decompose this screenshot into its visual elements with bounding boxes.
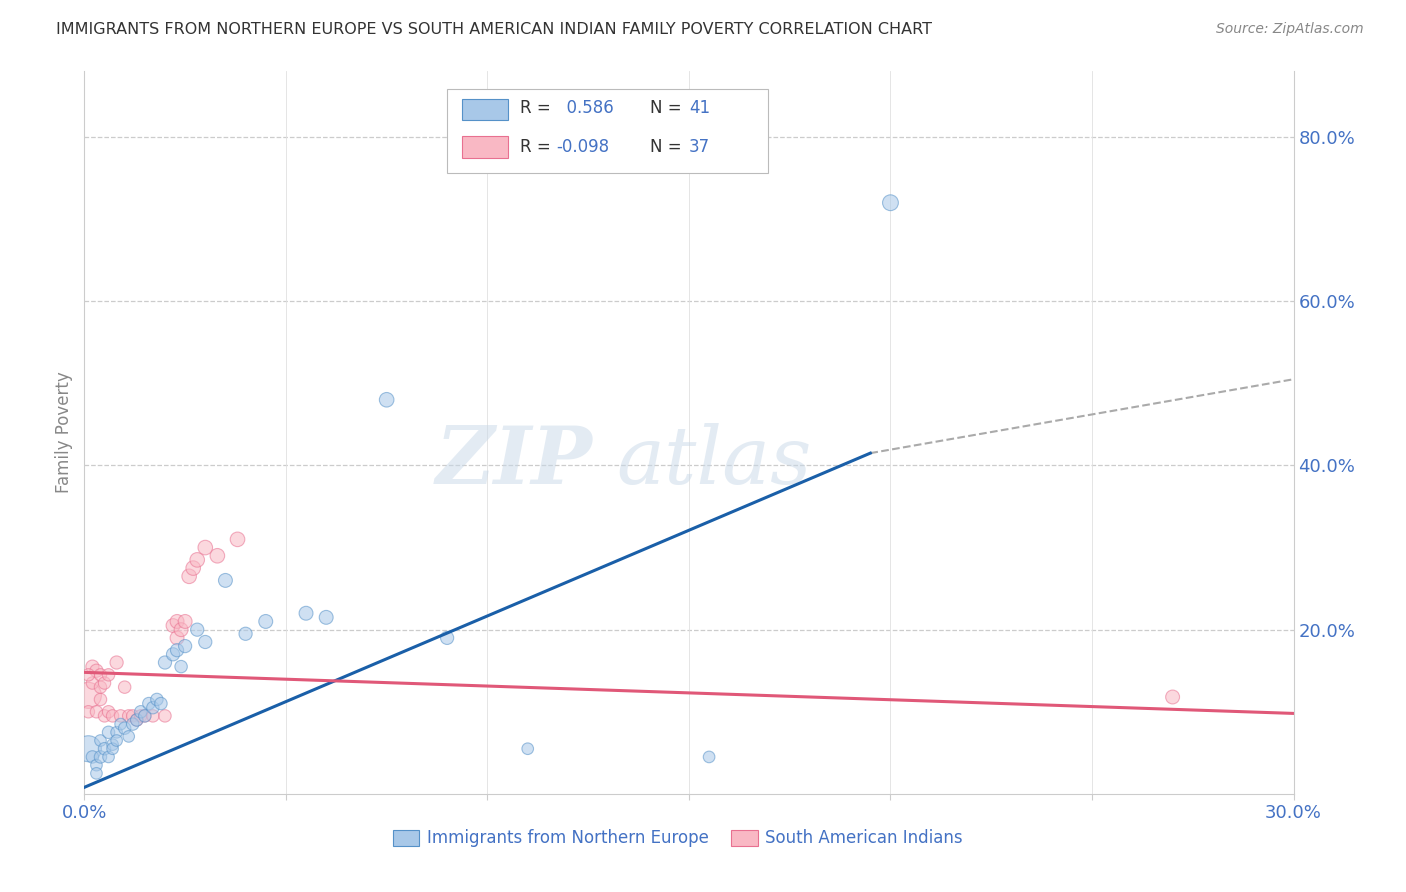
Point xyxy=(125,713,148,727)
Point xyxy=(89,733,111,747)
Point xyxy=(146,692,169,706)
Text: ZIP: ZIP xyxy=(436,423,592,500)
Point xyxy=(235,627,257,641)
Text: N =: N = xyxy=(650,138,688,156)
Point xyxy=(149,697,172,711)
Point xyxy=(129,705,152,719)
Point xyxy=(516,741,538,756)
Point xyxy=(121,717,143,731)
Text: 41: 41 xyxy=(689,99,710,117)
Point xyxy=(93,676,115,690)
Text: 37: 37 xyxy=(689,138,710,156)
Text: Immigrants from Northern Europe: Immigrants from Northern Europe xyxy=(426,829,709,847)
Text: R =: R = xyxy=(520,138,550,156)
Point xyxy=(179,569,201,583)
Text: R =: R = xyxy=(520,99,550,117)
Point xyxy=(879,195,901,210)
Point xyxy=(194,635,217,649)
Bar xyxy=(731,830,758,846)
Point xyxy=(226,533,249,547)
Point xyxy=(162,618,184,632)
Point xyxy=(97,705,120,719)
Text: -0.098: -0.098 xyxy=(555,138,609,156)
Point xyxy=(105,733,128,747)
Point xyxy=(105,725,128,739)
Point xyxy=(89,750,111,764)
Point xyxy=(134,709,156,723)
Point xyxy=(89,692,111,706)
Point xyxy=(436,631,458,645)
Point xyxy=(93,741,115,756)
Point xyxy=(82,676,104,690)
Point xyxy=(105,656,128,670)
Point xyxy=(174,639,197,653)
Point xyxy=(129,709,152,723)
Point xyxy=(138,697,160,711)
Point xyxy=(194,541,217,555)
Text: N =: N = xyxy=(650,99,688,117)
Point xyxy=(207,549,229,563)
Bar xyxy=(392,830,419,846)
Point xyxy=(186,623,208,637)
Point xyxy=(174,615,197,629)
Point xyxy=(86,705,108,719)
Point xyxy=(166,631,188,645)
Point xyxy=(89,680,111,694)
Point xyxy=(110,717,132,731)
Point xyxy=(97,750,120,764)
Point xyxy=(101,738,124,752)
Point xyxy=(170,623,193,637)
Point xyxy=(97,668,120,682)
Point xyxy=(97,725,120,739)
Point xyxy=(86,766,108,780)
Point xyxy=(86,758,108,772)
Point xyxy=(114,721,136,735)
Point xyxy=(315,610,337,624)
Point xyxy=(1161,690,1184,704)
Point xyxy=(375,392,398,407)
Point xyxy=(86,664,108,678)
Bar xyxy=(461,136,508,158)
Bar xyxy=(461,99,508,120)
Y-axis label: Family Poverty: Family Poverty xyxy=(55,372,73,493)
Point xyxy=(697,750,720,764)
Point xyxy=(77,668,100,682)
Point xyxy=(110,709,132,723)
Point xyxy=(214,574,236,588)
Point xyxy=(170,659,193,673)
FancyBboxPatch shape xyxy=(447,89,768,172)
Point xyxy=(77,741,100,756)
Point xyxy=(166,643,188,657)
Point xyxy=(142,700,165,714)
Point xyxy=(118,730,141,744)
Text: IMMIGRANTS FROM NORTHERN EUROPE VS SOUTH AMERICAN INDIAN FAMILY POVERTY CORRELAT: IMMIGRANTS FROM NORTHERN EUROPE VS SOUTH… xyxy=(56,22,932,37)
Point xyxy=(134,709,156,723)
Point xyxy=(254,615,277,629)
Point xyxy=(101,741,124,756)
Point xyxy=(77,689,100,703)
Point xyxy=(153,709,176,723)
Point xyxy=(77,705,100,719)
Point xyxy=(142,709,165,723)
Point xyxy=(153,656,176,670)
Point xyxy=(186,553,208,567)
Text: atlas: atlas xyxy=(616,423,811,500)
Point xyxy=(162,648,184,662)
Point xyxy=(125,713,148,727)
Point xyxy=(82,659,104,673)
Point xyxy=(114,680,136,694)
Text: 0.586: 0.586 xyxy=(555,99,613,117)
Point xyxy=(89,668,111,682)
Text: Source: ZipAtlas.com: Source: ZipAtlas.com xyxy=(1216,22,1364,37)
Point xyxy=(101,709,124,723)
Point xyxy=(181,561,204,575)
Point xyxy=(93,709,115,723)
Point xyxy=(118,709,141,723)
Point xyxy=(295,607,318,621)
Point xyxy=(166,615,188,629)
Point xyxy=(121,709,143,723)
Text: South American Indians: South American Indians xyxy=(765,829,963,847)
Point xyxy=(82,750,104,764)
